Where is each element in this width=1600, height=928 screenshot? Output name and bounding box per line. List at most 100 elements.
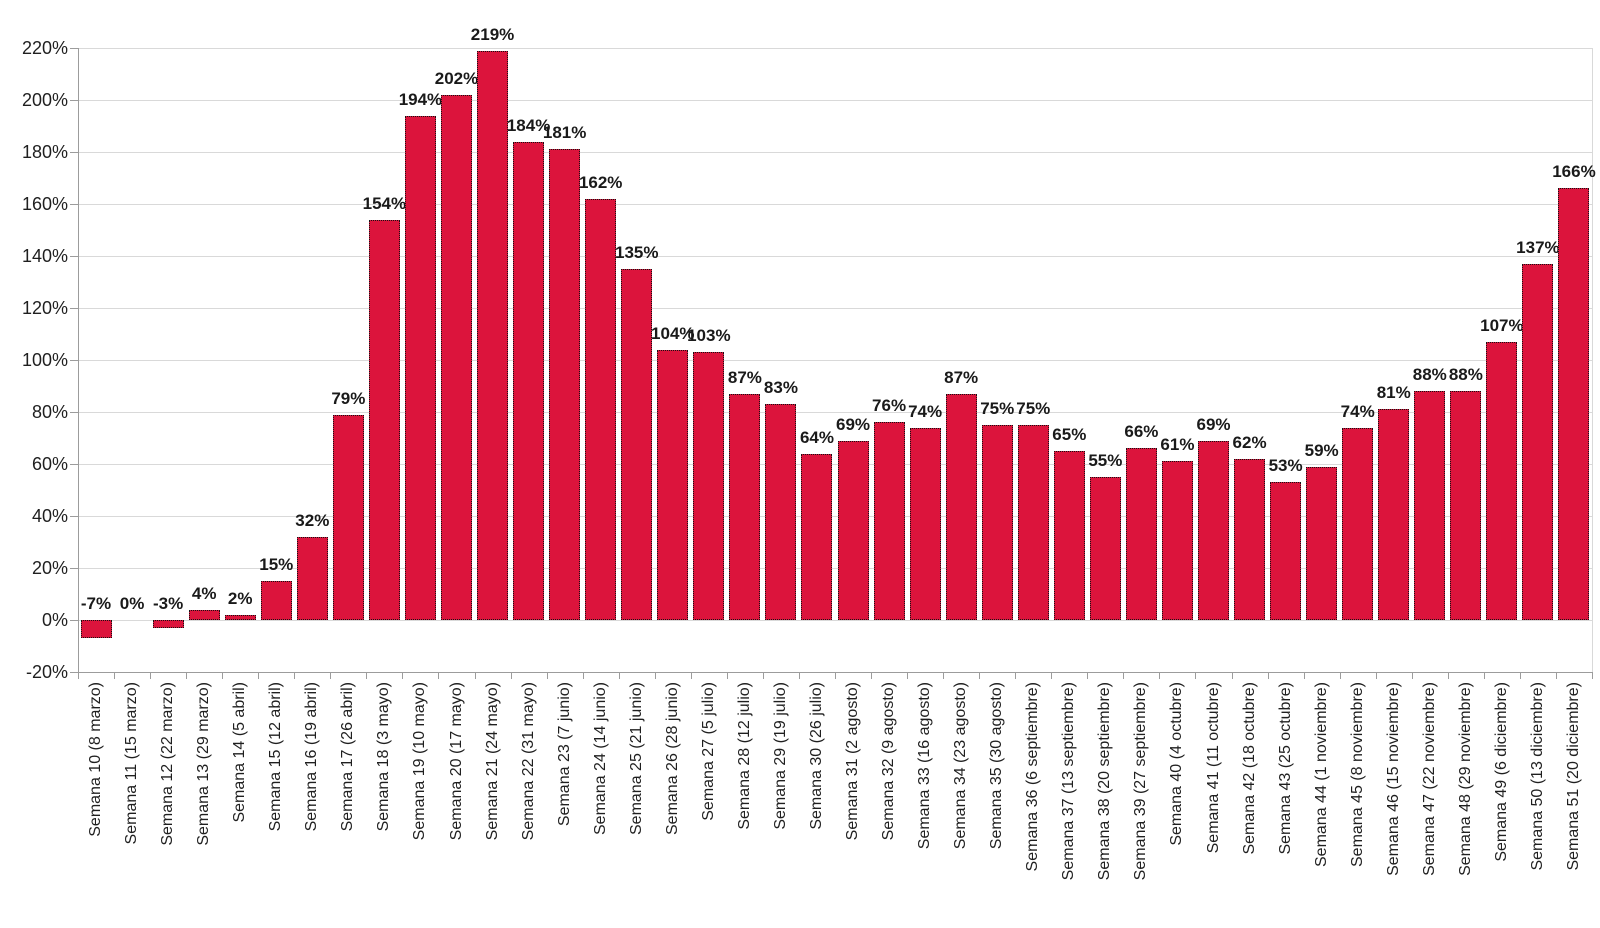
bar [1522,263,1554,620]
y-axis-label: 140% [21,246,68,266]
bar [657,349,689,620]
bar-value-label: 88% [1412,365,1447,385]
x-tick-mark [654,672,656,679]
bar-value-label: 59% [1304,440,1339,460]
bar-value-label: 87% [727,367,762,387]
gridline [78,47,1592,49]
gridline [78,411,1592,413]
bar [873,422,905,620]
x-tick-mark [1123,672,1125,679]
bar-value-label: 219% [470,24,515,44]
bar [945,393,977,620]
x-tick-mark [1087,672,1089,679]
y-axis-label: 0% [41,610,68,630]
x-tick-mark [1051,672,1053,679]
bar [1125,448,1157,620]
bar [477,50,509,620]
y-axis-label: 80% [31,402,68,422]
gridline [78,463,1592,465]
bar-value-label: 2% [227,588,253,608]
bar [1053,451,1085,620]
bar-value-label: 69% [1196,414,1231,434]
x-axis-label: Semana 12 (22 marzo) [159,682,177,846]
x-tick-mark [979,672,981,679]
bar-value-label: -3% [152,594,184,613]
plot-right-border [1592,48,1593,672]
bar [441,94,472,620]
x-tick-mark [1411,672,1413,679]
x-tick-mark [438,672,440,679]
x-axis-label: Semana 39 (27 septiembre) [1132,682,1150,881]
x-tick-mark [258,672,260,679]
x-axis-label: Semana 48 (29 noviembre) [1456,682,1474,876]
gridline [78,151,1592,153]
gridline [78,203,1592,205]
x-tick-mark [1375,672,1377,679]
x-axis-label: Semana 47 (22 noviembre) [1420,682,1438,876]
x-axis-label: Semana 41 (11 octubre) [1204,682,1222,854]
x-axis-label: Semana 49 (6 diciembre) [1492,682,1510,862]
y-axis-label: -20% [25,662,68,682]
x-tick-mark [222,672,224,679]
bar [1486,341,1518,620]
bar [837,440,869,620]
gridline [78,255,1592,257]
x-axis-label: Semana 24 (14 junio) [591,682,609,835]
y-axis-label: 180% [21,142,68,162]
bar [513,141,545,620]
bar [1378,409,1410,620]
bar [1198,440,1229,620]
x-axis-label: Semana 42 (18 octubre) [1240,682,1258,855]
bar [729,393,761,620]
x-axis-label: Semana 38 (20 septiembre) [1096,682,1114,881]
bar [1306,466,1338,620]
bar-value-label: 83% [763,378,798,398]
bar [188,609,220,620]
bar-value-label: 137% [1516,237,1560,257]
bar-value-label: -7% [80,594,112,613]
bar-value-label: 88% [1448,365,1483,385]
bar-value-label: 76% [872,396,907,416]
bar [909,427,941,620]
bar-value-label: 194% [398,89,443,109]
x-axis-label: Semana 29 (19 julio) [771,682,789,830]
x-tick-mark [546,672,548,679]
gridline [78,359,1592,361]
bar [1414,391,1446,620]
y-tick-mark [70,567,78,569]
gridline [78,619,1592,621]
x-axis-label: Semana 20 (17 mayo) [447,682,465,841]
x-tick-mark [78,672,79,679]
x-axis-label: Semana 30 (26 julio) [807,682,825,830]
bar-value-label: 74% [908,401,943,421]
bar-value-label: 184% [506,115,551,135]
bar [260,581,292,620]
bar [1234,458,1266,620]
bar-value-label: 79% [331,388,366,408]
bar [368,219,400,620]
y-tick-mark [70,515,78,517]
x-tick-mark [330,672,332,679]
x-tick-mark [186,672,188,679]
x-tick-mark [762,672,764,679]
bar-value-label: 202% [434,68,479,88]
x-axis-label: Semana 26 (28 junio) [663,682,681,835]
x-axis-label: Semana 21 (24 mayo) [483,682,501,841]
bar-value-label: 0% [119,594,145,613]
x-axis-label: Semana 17 (26 abril) [339,682,357,832]
bar [765,404,797,620]
x-tick-mark [690,672,692,679]
x-axis-label: Semana 28 (12 julio) [735,682,753,830]
y-tick-mark [70,99,78,101]
y-tick-mark [70,463,78,465]
bar-value-label: 87% [944,367,979,387]
x-tick-mark [1303,672,1305,679]
x-tick-mark [907,672,909,679]
x-axis-label: Semana 33 (16 agosto) [916,682,934,850]
y-axis-label: 100% [21,350,68,370]
x-tick-mark [835,672,836,679]
x-tick-mark [474,672,476,679]
bar-value-label: 135% [614,243,659,262]
x-axis-label: Semana 36 (6 septiembre) [1024,682,1042,872]
bar-value-label: 103% [687,326,731,346]
